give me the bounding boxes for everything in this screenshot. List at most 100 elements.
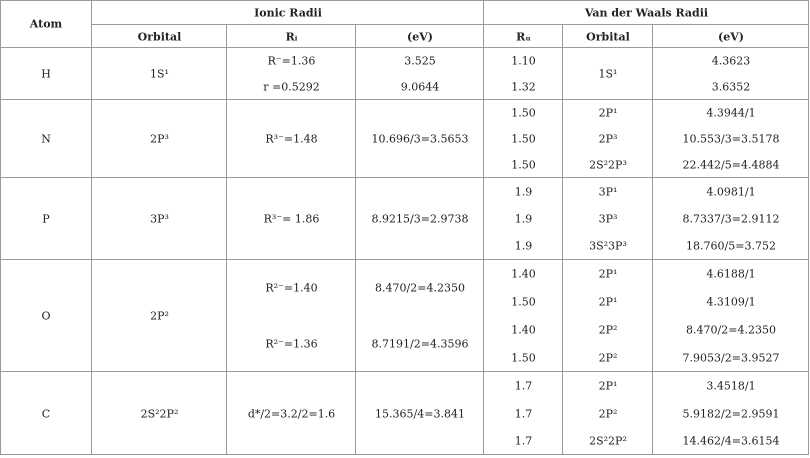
cell-text: 22.442/5=4.4884 <box>682 158 780 172</box>
table-cell <box>653 25 809 48</box>
cell-text: 2P² <box>150 309 169 323</box>
table-cell <box>92 178 227 260</box>
cell-text: 3P³ <box>598 212 618 226</box>
table-cell <box>92 0 484 25</box>
cell-text: 5.9182/2=2.9591 <box>682 407 780 420</box>
cell-text: 10.696/3=3.5653 <box>371 132 469 146</box>
cell-text: 1.40 <box>511 267 536 281</box>
cell-text: 4.6188/1 <box>706 267 756 281</box>
table-cell <box>227 25 356 48</box>
cell-text: 2S²2P² <box>589 434 627 448</box>
cell-text: 2P¹ <box>598 267 618 281</box>
table-cell <box>484 100 563 178</box>
cell-text: 10.553/3=3.5178 <box>682 132 780 146</box>
table-cell <box>356 178 484 260</box>
table-cell <box>653 372 809 455</box>
table-cell <box>356 100 484 178</box>
column-header: Rᵤ <box>516 30 531 43</box>
table-cell <box>484 372 563 455</box>
cell-text: 9.0644 <box>400 80 440 94</box>
cell-text: 8.470/2=4.2350 <box>375 281 465 295</box>
cell-text: 1.50 <box>511 106 536 120</box>
table-cell <box>484 25 563 48</box>
cell-text: R²⁻=1.36 <box>265 337 318 351</box>
cell-text: 1.50 <box>511 295 536 309</box>
cell-text: 1.7 <box>514 434 533 448</box>
cell-text: 1S¹ <box>598 67 618 81</box>
cell-text: 1.50 <box>511 132 536 146</box>
table-cell <box>0 0 92 48</box>
table-cell <box>356 48 484 100</box>
atom: N <box>41 132 51 146</box>
column-header: (eV) <box>718 30 744 43</box>
cell-text: 1.50 <box>511 158 536 172</box>
cell-text: 2P² <box>598 323 618 337</box>
table-cell <box>92 260 227 372</box>
column-header: (eV) <box>407 30 433 43</box>
table-cell <box>484 48 563 100</box>
cell-text: r =0.5292 <box>263 80 320 94</box>
cell-text: R²⁻=1.40 <box>265 281 318 295</box>
table-cell <box>484 260 563 372</box>
cell-text: R⁻=1.36 <box>267 54 316 68</box>
table-cell <box>653 100 809 178</box>
cell-text: 2P³ <box>150 132 169 146</box>
table-cell <box>92 25 227 48</box>
cell-text: 2P¹ <box>598 379 618 393</box>
cell-text: R³⁻=1.48 <box>265 132 318 146</box>
cell-text: 1.32 <box>511 80 536 94</box>
cell-text: 3P³ <box>150 212 169 226</box>
table-cell <box>563 25 653 48</box>
cell-text: 1S¹ <box>150 67 169 81</box>
table-cell <box>92 372 227 455</box>
cell-text: 2P¹ <box>598 106 618 120</box>
table-cell <box>0 260 92 372</box>
table-cell <box>563 100 653 178</box>
cell-text: 1.10 <box>511 54 536 68</box>
cell-text: 18.760/5=3.752 <box>686 239 776 253</box>
header-ionic: Ionic Radii <box>254 6 322 19</box>
atom: H <box>41 67 51 81</box>
column-header: Rᵢ <box>285 30 298 43</box>
table-cell <box>92 48 227 100</box>
table-cell <box>227 178 356 260</box>
cell-text: 1.9 <box>514 212 533 226</box>
cell-text: 8.7191/2=4.3596 <box>371 337 469 351</box>
table-cell <box>356 260 484 372</box>
cell-text: 3.4518/1 <box>706 379 756 393</box>
atom: O <box>41 309 51 323</box>
cell-text: 2P² <box>598 407 618 420</box>
cell-text: 3.6352 <box>711 80 751 94</box>
atom: P <box>42 212 50 226</box>
table-cell <box>563 260 653 372</box>
table-cell <box>0 372 92 455</box>
cell-text: 3P¹ <box>598 185 618 199</box>
table-cell <box>563 372 653 455</box>
cell-text: 4.3623 <box>711 54 751 68</box>
table-cell <box>356 372 484 455</box>
cell-text: 2P² <box>598 351 618 365</box>
cell-text: 7.9053/2=3.9527 <box>682 351 780 365</box>
table-cell <box>227 48 356 100</box>
table-cell <box>484 178 563 260</box>
cell-text: 4.3109/1 <box>706 295 756 309</box>
table-cell <box>227 372 356 455</box>
cell-text: d*/2=3.2/2=1.6 <box>247 407 336 420</box>
cell-text: 2S²2P³ <box>589 158 627 172</box>
cell-text: 8.470/2=4.2350 <box>686 323 776 337</box>
table-cell <box>92 100 227 178</box>
cell-text: 8.7337/3=2.9112 <box>682 212 780 226</box>
header-vdw: Van der Waals Radii <box>584 6 709 19</box>
table-cell <box>653 178 809 260</box>
table-cell <box>0 100 92 178</box>
cell-text: 8.9215/3=2.9738 <box>371 212 469 226</box>
header-atom: Atom <box>29 17 63 31</box>
atom: C <box>41 407 51 420</box>
cell-text: 1.7 <box>514 407 533 420</box>
cell-text: 3S²3P³ <box>589 239 627 253</box>
cell-text: 1.9 <box>514 185 533 199</box>
table-cell <box>484 0 809 25</box>
cell-text: 1.7 <box>514 379 533 393</box>
table-cell <box>0 48 92 100</box>
